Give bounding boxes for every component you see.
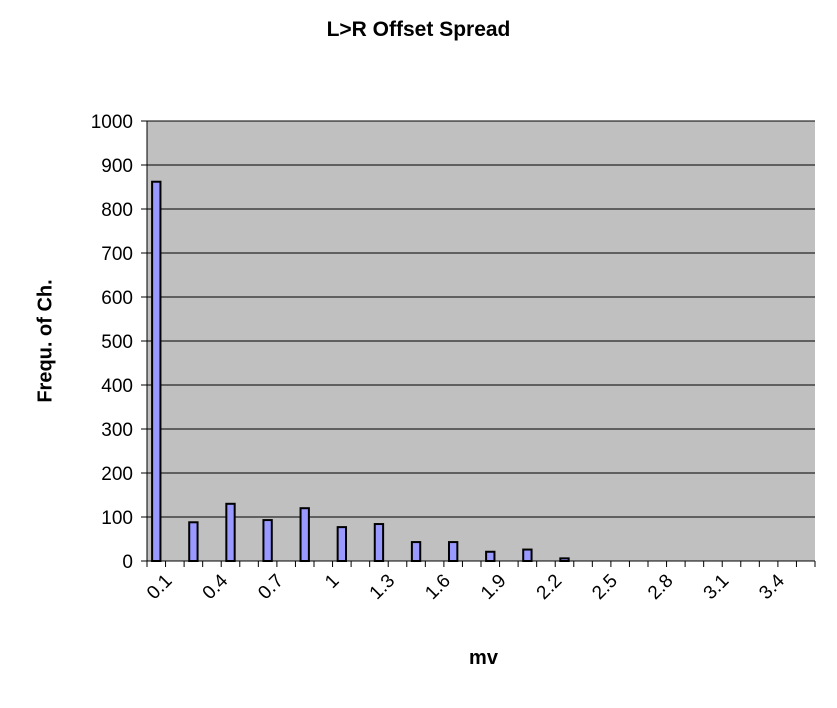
y-tick-label: 200 — [101, 464, 133, 485]
y-tick-label: 0 — [122, 552, 133, 573]
x-tick-label: 3.1 — [700, 570, 734, 604]
x-tick-label: 0.1 — [143, 570, 177, 604]
x-tick-labels: 0.1 0.4 0.7 1 1.3 1.6 1.9 2.2 2.5 2.8 3.1 3.4 — [143, 570, 789, 604]
bar — [225, 502, 236, 562]
y-tick-label: 500 — [101, 332, 133, 353]
y-tick-label: 1000 — [91, 112, 133, 133]
bar — [485, 550, 496, 563]
y-tick-label: 600 — [101, 288, 133, 309]
bar — [262, 519, 273, 563]
x-tick-label: 2.8 — [644, 570, 678, 604]
x-axis-label: mv — [469, 647, 498, 669]
axes — [141, 120, 816, 567]
bar — [299, 507, 310, 563]
y-tick-labels: 0 100 200 300 400 500 600 700 800 900 1000 — [91, 112, 133, 573]
x-tick-label: 0.4 — [199, 570, 233, 604]
x-tick-label: 1.6 — [421, 570, 455, 604]
y-tick-label: 300 — [101, 420, 133, 441]
x-tick-label: 1 — [321, 570, 343, 592]
x-tick-label: 2.2 — [533, 570, 567, 604]
x-tick-label: 0.7 — [254, 570, 288, 604]
bar — [373, 523, 385, 562]
x-tick-label: 2.5 — [588, 570, 622, 604]
bar — [410, 541, 422, 563]
y-tick-label: 800 — [101, 200, 133, 221]
y-tick-label: 100 — [101, 508, 133, 529]
bar — [336, 526, 348, 562]
x-tick-label: 1.3 — [366, 570, 400, 604]
chart-title: L>R Offset Spread — [326, 18, 511, 41]
y-tick-label: 900 — [101, 156, 133, 177]
bar — [522, 548, 533, 562]
y-tick-label: 400 — [101, 376, 133, 397]
x-tick-label: 3.4 — [755, 570, 789, 604]
x-tick-label: 1.9 — [477, 570, 511, 604]
bar — [188, 521, 199, 563]
y-tick-label: 700 — [101, 244, 133, 265]
bar — [447, 541, 459, 563]
gridlines — [147, 120, 815, 518]
bar — [151, 180, 162, 562]
